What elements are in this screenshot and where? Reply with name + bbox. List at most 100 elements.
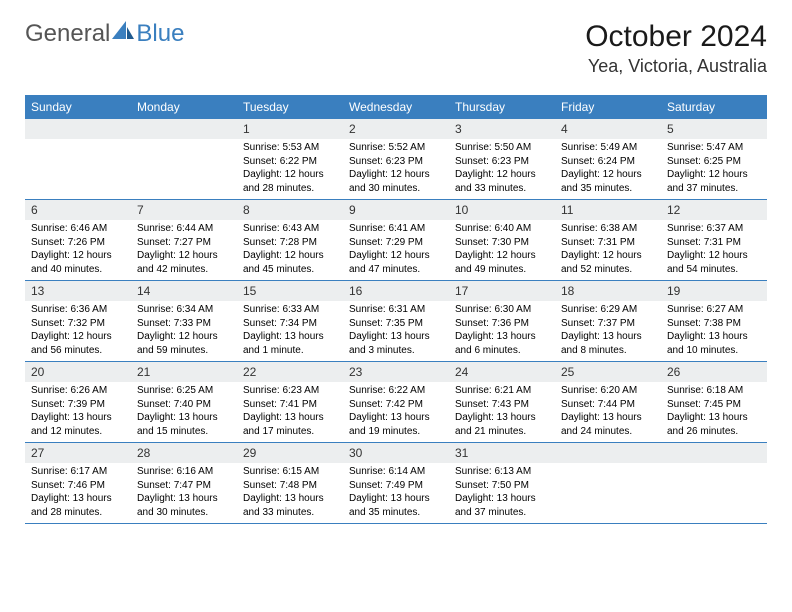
day-number: 2 [343, 119, 449, 139]
day-number: 1 [237, 119, 343, 139]
day-cell: 19Sunrise: 6:27 AMSunset: 7:38 PMDayligh… [661, 281, 767, 361]
day-cell: 7Sunrise: 6:44 AMSunset: 7:27 PMDaylight… [131, 200, 237, 280]
day-header: Friday [555, 95, 661, 119]
day-data: Sunrise: 6:27 AMSunset: 7:38 PMDaylight:… [661, 301, 767, 361]
day-cell: 18Sunrise: 6:29 AMSunset: 7:37 PMDayligh… [555, 281, 661, 361]
day-data: Sunrise: 6:41 AMSunset: 7:29 PMDaylight:… [343, 220, 449, 280]
calendar: SundayMondayTuesdayWednesdayThursdayFrid… [25, 95, 767, 524]
day-data: Sunrise: 6:23 AMSunset: 7:41 PMDaylight:… [237, 382, 343, 442]
day-number: 29 [237, 443, 343, 463]
logo-text-2: Blue [136, 20, 184, 48]
day-number: 17 [449, 281, 555, 301]
day-number: 12 [661, 200, 767, 220]
week-row: 27Sunrise: 6:17 AMSunset: 7:46 PMDayligh… [25, 443, 767, 524]
day-cell: 24Sunrise: 6:21 AMSunset: 7:43 PMDayligh… [449, 362, 555, 442]
day-number: 13 [25, 281, 131, 301]
day-cell: 17Sunrise: 6:30 AMSunset: 7:36 PMDayligh… [449, 281, 555, 361]
day-cell: 13Sunrise: 6:36 AMSunset: 7:32 PMDayligh… [25, 281, 131, 361]
day-data: Sunrise: 6:16 AMSunset: 7:47 PMDaylight:… [131, 463, 237, 523]
day-cell: 26Sunrise: 6:18 AMSunset: 7:45 PMDayligh… [661, 362, 767, 442]
day-cell [661, 443, 767, 523]
day-data [131, 139, 237, 145]
day-number: 31 [449, 443, 555, 463]
day-data: Sunrise: 6:38 AMSunset: 7:31 PMDaylight:… [555, 220, 661, 280]
day-header: Sunday [25, 95, 131, 119]
day-cell: 1Sunrise: 5:53 AMSunset: 6:22 PMDaylight… [237, 119, 343, 199]
day-number: 23 [343, 362, 449, 382]
day-number [25, 119, 131, 139]
week-row: 20Sunrise: 6:26 AMSunset: 7:39 PMDayligh… [25, 362, 767, 443]
day-cell: 11Sunrise: 6:38 AMSunset: 7:31 PMDayligh… [555, 200, 661, 280]
day-number [555, 443, 661, 463]
week-row: 6Sunrise: 6:46 AMSunset: 7:26 PMDaylight… [25, 200, 767, 281]
day-data: Sunrise: 6:37 AMSunset: 7:31 PMDaylight:… [661, 220, 767, 280]
day-data: Sunrise: 6:22 AMSunset: 7:42 PMDaylight:… [343, 382, 449, 442]
day-number: 4 [555, 119, 661, 139]
day-data: Sunrise: 6:43 AMSunset: 7:28 PMDaylight:… [237, 220, 343, 280]
day-data [555, 463, 661, 469]
day-data: Sunrise: 6:40 AMSunset: 7:30 PMDaylight:… [449, 220, 555, 280]
day-cell: 6Sunrise: 6:46 AMSunset: 7:26 PMDaylight… [25, 200, 131, 280]
day-number: 22 [237, 362, 343, 382]
day-number: 25 [555, 362, 661, 382]
day-cell: 8Sunrise: 6:43 AMSunset: 7:28 PMDaylight… [237, 200, 343, 280]
day-cell: 22Sunrise: 6:23 AMSunset: 7:41 PMDayligh… [237, 362, 343, 442]
day-data: Sunrise: 5:50 AMSunset: 6:23 PMDaylight:… [449, 139, 555, 199]
sail-icon [112, 20, 134, 48]
day-data: Sunrise: 6:33 AMSunset: 7:34 PMDaylight:… [237, 301, 343, 361]
day-number: 5 [661, 119, 767, 139]
day-data: Sunrise: 6:26 AMSunset: 7:39 PMDaylight:… [25, 382, 131, 442]
day-cell [25, 119, 131, 199]
day-data: Sunrise: 6:29 AMSunset: 7:37 PMDaylight:… [555, 301, 661, 361]
day-cell: 16Sunrise: 6:31 AMSunset: 7:35 PMDayligh… [343, 281, 449, 361]
day-cell: 28Sunrise: 6:16 AMSunset: 7:47 PMDayligh… [131, 443, 237, 523]
day-number: 20 [25, 362, 131, 382]
day-cell [131, 119, 237, 199]
day-header: Saturday [661, 95, 767, 119]
day-cell: 27Sunrise: 6:17 AMSunset: 7:46 PMDayligh… [25, 443, 131, 523]
day-data [25, 139, 131, 145]
day-number: 18 [555, 281, 661, 301]
month-title: October 2024 [585, 20, 767, 54]
day-data: Sunrise: 5:49 AMSunset: 6:24 PMDaylight:… [555, 139, 661, 199]
day-cell: 5Sunrise: 5:47 AMSunset: 6:25 PMDaylight… [661, 119, 767, 199]
logo: General Blue [25, 20, 184, 48]
day-number: 10 [449, 200, 555, 220]
week-row: 1Sunrise: 5:53 AMSunset: 6:22 PMDaylight… [25, 119, 767, 200]
weeks-container: 1Sunrise: 5:53 AMSunset: 6:22 PMDaylight… [25, 119, 767, 524]
day-cell: 30Sunrise: 6:14 AMSunset: 7:49 PMDayligh… [343, 443, 449, 523]
day-cell: 29Sunrise: 6:15 AMSunset: 7:48 PMDayligh… [237, 443, 343, 523]
day-cell: 3Sunrise: 5:50 AMSunset: 6:23 PMDaylight… [449, 119, 555, 199]
day-header: Monday [131, 95, 237, 119]
day-number: 14 [131, 281, 237, 301]
day-number: 27 [25, 443, 131, 463]
day-data: Sunrise: 6:17 AMSunset: 7:46 PMDaylight:… [25, 463, 131, 523]
title-block: October 2024 Yea, Victoria, Australia [585, 20, 767, 77]
day-cell: 12Sunrise: 6:37 AMSunset: 7:31 PMDayligh… [661, 200, 767, 280]
day-data: Sunrise: 6:46 AMSunset: 7:26 PMDaylight:… [25, 220, 131, 280]
day-cell: 21Sunrise: 6:25 AMSunset: 7:40 PMDayligh… [131, 362, 237, 442]
day-cell: 4Sunrise: 5:49 AMSunset: 6:24 PMDaylight… [555, 119, 661, 199]
day-number: 19 [661, 281, 767, 301]
week-row: 13Sunrise: 6:36 AMSunset: 7:32 PMDayligh… [25, 281, 767, 362]
day-data: Sunrise: 6:13 AMSunset: 7:50 PMDaylight:… [449, 463, 555, 523]
day-number: 21 [131, 362, 237, 382]
day-cell: 25Sunrise: 6:20 AMSunset: 7:44 PMDayligh… [555, 362, 661, 442]
day-cell: 9Sunrise: 6:41 AMSunset: 7:29 PMDaylight… [343, 200, 449, 280]
day-data: Sunrise: 6:25 AMSunset: 7:40 PMDaylight:… [131, 382, 237, 442]
day-cell [555, 443, 661, 523]
day-number: 24 [449, 362, 555, 382]
day-data: Sunrise: 6:31 AMSunset: 7:35 PMDaylight:… [343, 301, 449, 361]
day-number: 6 [25, 200, 131, 220]
day-data: Sunrise: 6:44 AMSunset: 7:27 PMDaylight:… [131, 220, 237, 280]
day-header: Tuesday [237, 95, 343, 119]
day-number: 26 [661, 362, 767, 382]
day-header-row: SundayMondayTuesdayWednesdayThursdayFrid… [25, 95, 767, 119]
day-data: Sunrise: 5:53 AMSunset: 6:22 PMDaylight:… [237, 139, 343, 199]
day-number [131, 119, 237, 139]
day-number: 15 [237, 281, 343, 301]
day-cell: 15Sunrise: 6:33 AMSunset: 7:34 PMDayligh… [237, 281, 343, 361]
day-cell: 23Sunrise: 6:22 AMSunset: 7:42 PMDayligh… [343, 362, 449, 442]
day-data: Sunrise: 5:47 AMSunset: 6:25 PMDaylight:… [661, 139, 767, 199]
day-data: Sunrise: 6:18 AMSunset: 7:45 PMDaylight:… [661, 382, 767, 442]
